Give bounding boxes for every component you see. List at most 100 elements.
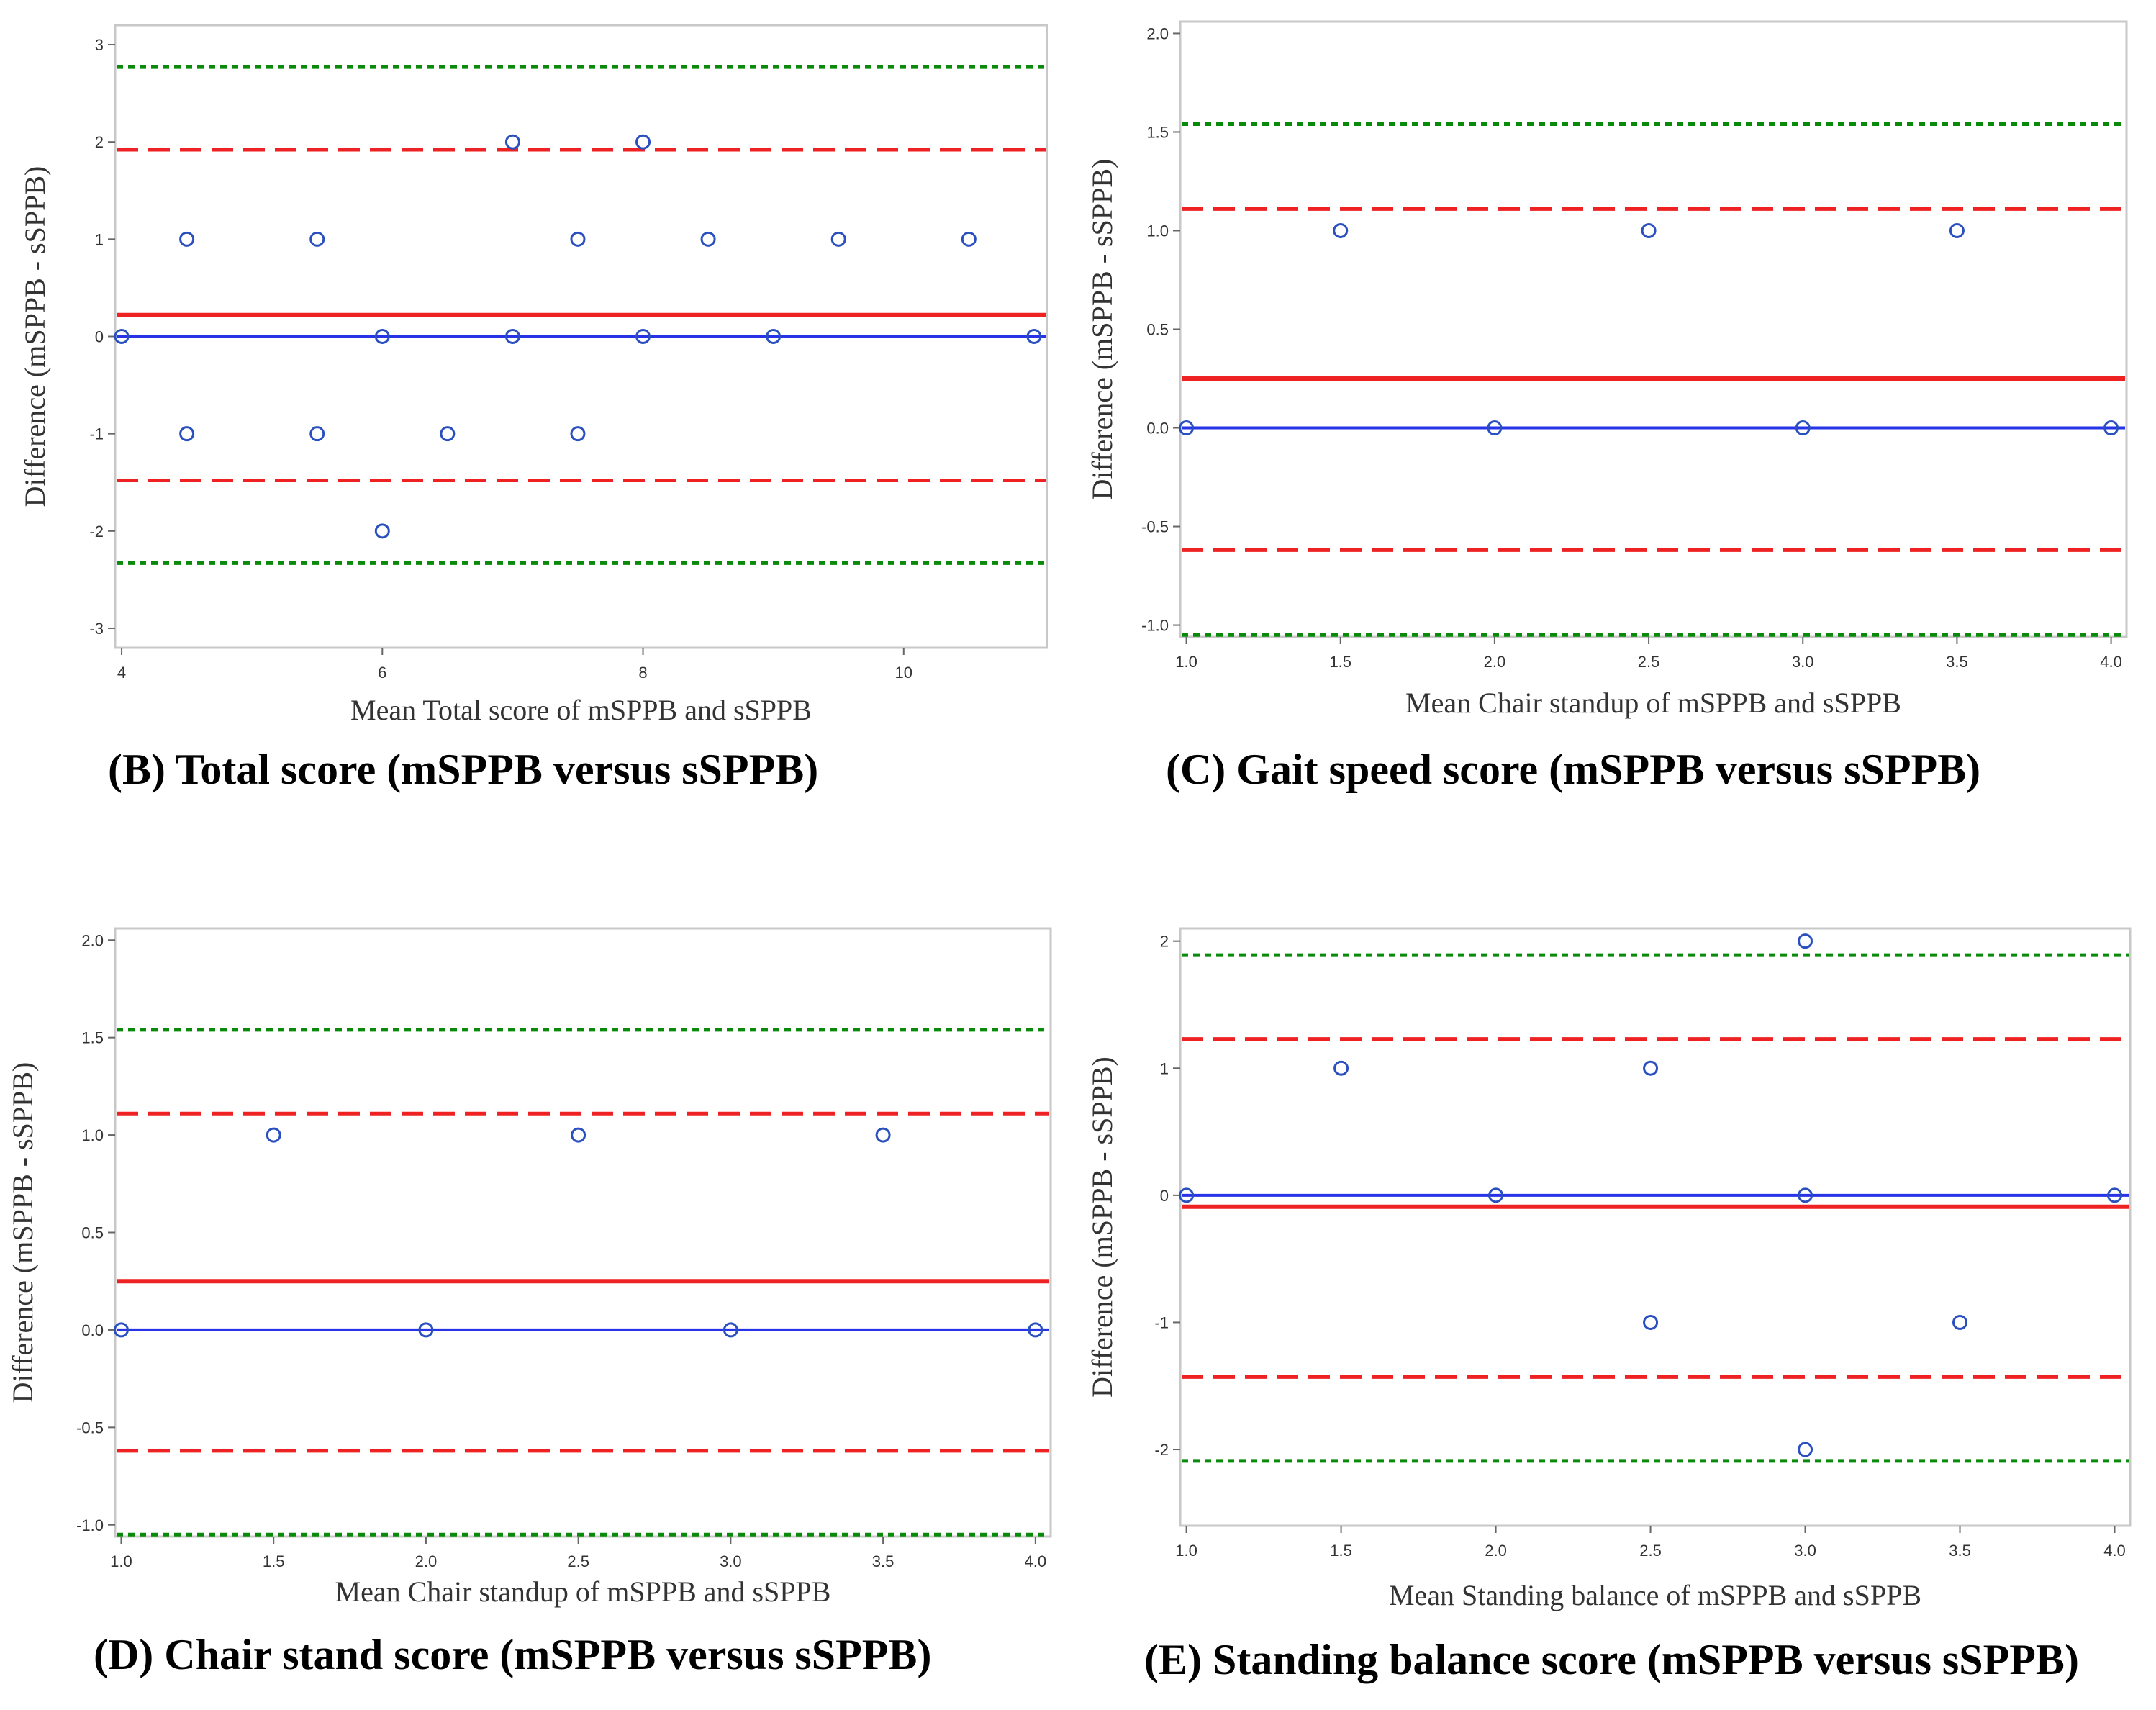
y-tick-label: 0 — [95, 328, 104, 346]
x-tick-label: 10 — [895, 664, 912, 682]
data-point — [1487, 420, 1503, 436]
x-tick-label: 2.0 — [415, 1552, 438, 1570]
data-point — [875, 1127, 891, 1143]
caption-c: (C) Gait speed score (mSPPB versus sSPPB… — [1166, 746, 1981, 793]
y-tick-label: 1.5 — [81, 1029, 104, 1047]
data-point — [504, 134, 520, 150]
x-tick-label: 3.5 — [872, 1552, 894, 1570]
data-point — [1488, 1188, 1504, 1203]
data-point — [1952, 1314, 1968, 1330]
x-tick-label: 2.5 — [1638, 653, 1660, 671]
y-tick-label: 1.0 — [1146, 222, 1169, 240]
caption-b: (B) Total score (mSPPB versus sSPPB) — [108, 746, 819, 793]
y-tick-label: 1 — [1160, 1059, 1169, 1077]
x-tick-label: 3.0 — [1792, 653, 1814, 671]
data-point — [440, 426, 456, 442]
y-tick-label: 0.0 — [81, 1321, 104, 1339]
x-axis-title: Mean Total score of mSPPB and sSPPB — [350, 694, 812, 726]
y-tick-label: 1.5 — [1146, 123, 1169, 141]
data-point — [2103, 420, 2119, 436]
data-point — [179, 426, 195, 442]
x-tick-label: 4.0 — [2103, 1542, 2126, 1560]
x-tick-label: 3.0 — [720, 1552, 742, 1570]
data-point — [570, 426, 586, 442]
data-point — [1795, 420, 1811, 436]
data-point — [1641, 222, 1657, 238]
y-tick-label: 3 — [95, 36, 104, 54]
y-tick-label: 2.0 — [81, 931, 104, 949]
plot-frame — [1179, 927, 2132, 1527]
y-tick-label: -0.5 — [76, 1419, 104, 1437]
y-tick-label: -2 — [89, 522, 104, 540]
y-tick-label: 1.0 — [81, 1126, 104, 1144]
data-point — [309, 426, 325, 442]
y-tick-label: -1.0 — [1141, 617, 1169, 635]
y-tick-label: 1 — [95, 230, 104, 248]
caption-d: (D) Chair stand score (mSPPB versus sSPP… — [94, 1631, 932, 1678]
y-tick-label: -0.5 — [1141, 518, 1169, 536]
x-tick-label: 8 — [638, 664, 647, 682]
x-tick-label: 3.5 — [1946, 653, 1968, 671]
data-point — [1179, 1188, 1195, 1203]
x-tick-label: 2.0 — [1485, 1542, 1507, 1560]
data-point — [1798, 933, 1813, 949]
y-tick-label: 2 — [1160, 933, 1169, 951]
y-tick-label: 2 — [95, 133, 104, 151]
y-tick-label: -1 — [1154, 1313, 1169, 1331]
data-point — [114, 329, 130, 344]
y-tick-label: 0.0 — [1146, 420, 1169, 438]
x-tick-label: 1.0 — [110, 1552, 132, 1570]
y-tick-label: -1 — [89, 425, 104, 443]
x-tick-label: 3.0 — [1794, 1542, 1816, 1560]
data-point — [766, 329, 782, 344]
data-point — [113, 1322, 129, 1338]
data-point — [1028, 1322, 1043, 1338]
x-tick-label: 2.0 — [1484, 653, 1506, 671]
data-point — [1949, 222, 1965, 238]
data-point — [570, 231, 586, 247]
data-point — [1333, 222, 1349, 238]
x-axis-title: Mean Standing balance of mSPPB and sSPPB — [1389, 1579, 1921, 1611]
x-tick-label: 3.5 — [1949, 1542, 1971, 1560]
data-point — [1643, 1314, 1659, 1330]
data-point — [830, 231, 846, 247]
x-tick-label: 6 — [378, 664, 386, 682]
y-axis-title: Difference (mSPPB - sSPPB) — [6, 1062, 39, 1403]
x-tick-label: 2.5 — [1639, 1542, 1662, 1560]
x-axis-title: Mean Chair standup of mSPPB and sSPPB — [335, 1575, 831, 1608]
x-tick-label: 1.0 — [1175, 1542, 1197, 1560]
data-point — [1333, 1060, 1349, 1076]
x-tick-label: 1.5 — [1330, 1542, 1352, 1560]
y-tick-label: 0.5 — [1146, 321, 1169, 339]
data-point — [2107, 1188, 2123, 1203]
y-tick-label: -3 — [89, 620, 104, 638]
data-point — [179, 231, 195, 247]
y-axis-title: Difference (mSPPB - sSPPB) — [1086, 1057, 1118, 1398]
y-tick-label: -1.0 — [76, 1516, 104, 1534]
x-tick-label: 4 — [117, 664, 126, 682]
data-point — [374, 523, 390, 539]
data-point — [1798, 1188, 1813, 1203]
data-point — [1643, 1060, 1659, 1076]
x-tick-label: 1.5 — [1329, 653, 1351, 671]
data-point — [635, 329, 651, 344]
y-tick-label: 0.5 — [81, 1224, 104, 1242]
x-tick-label: 2.5 — [567, 1552, 589, 1570]
y-tick-label: 2.0 — [1146, 24, 1169, 42]
data-point — [700, 231, 716, 247]
x-tick-label: 1.0 — [1175, 653, 1197, 671]
data-point — [723, 1322, 738, 1338]
data-point — [961, 231, 977, 247]
y-axis-title: Difference (mSPPB - sSPPB) — [19, 166, 51, 507]
y-axis-title: Difference (mSPPB - sSPPB) — [1086, 159, 1118, 500]
data-point — [1798, 1442, 1813, 1457]
x-tick-label: 1.5 — [263, 1552, 285, 1570]
y-tick-label: 0 — [1160, 1187, 1169, 1205]
data-point — [418, 1322, 434, 1338]
caption-e: (E) Standing balance score (mSPPB versus… — [1144, 1636, 2079, 1683]
data-point — [571, 1127, 586, 1143]
